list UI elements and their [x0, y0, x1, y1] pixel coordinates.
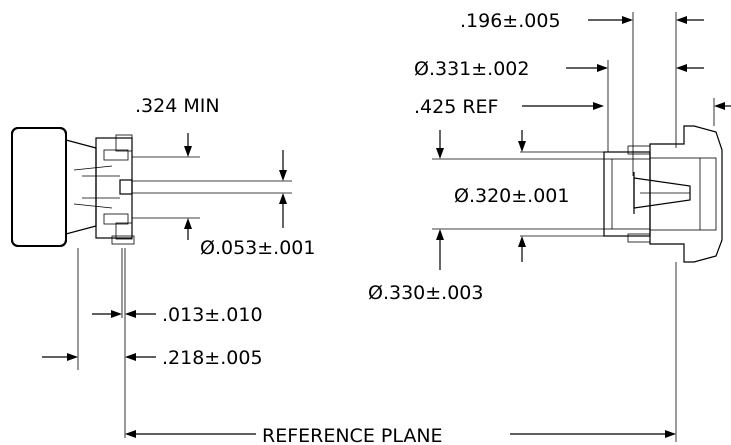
pin-extension-lines — [132, 180, 292, 194]
dim-324-min-label: .324 MIN — [135, 95, 220, 117]
dim-330-label: Ø.330±.003 — [368, 282, 483, 304]
dim-196: .196±.005 — [460, 10, 704, 176]
dim-425-ref-label: .425 REF — [414, 96, 498, 118]
dim-053-label: Ø.053±.001 — [200, 237, 315, 259]
dim-330: Ø.330±.003 — [368, 130, 526, 304]
knurled-nut — [11, 127, 67, 247]
connector-taper — [65, 139, 97, 235]
bore-extension-lines — [432, 151, 604, 237]
receptacle-flange — [649, 125, 723, 263]
right-receptacle — [603, 125, 723, 263]
dim-331: Ø.331±.002 — [414, 58, 704, 152]
dim-218: .218±.005 — [42, 248, 263, 370]
dim-320: Ø.320±.001 — [436, 130, 569, 270]
center-pin — [119, 179, 133, 195]
dim-053: Ø.053±.001 — [200, 150, 315, 259]
dim-196-label: .196±.005 — [460, 10, 561, 32]
reference-plane: REFERENCE PLANE — [125, 262, 677, 445]
reference-plane-label: REFERENCE PLANE — [262, 425, 443, 445]
dim-218-label: .218±.005 — [162, 347, 263, 369]
dim-324-min: .324 MIN — [132, 95, 220, 240]
dim-425-ref: .425 REF — [414, 96, 731, 126]
dim-331-label: Ø.331±.002 — [414, 58, 529, 80]
o-ring — [111, 235, 135, 245]
left-connector — [11, 127, 135, 438]
dim-013-label: .013±.010 — [162, 304, 263, 326]
dim-320-label: Ø.320±.001 — [454, 185, 569, 207]
dim-013: .013±.010 — [92, 304, 263, 326]
